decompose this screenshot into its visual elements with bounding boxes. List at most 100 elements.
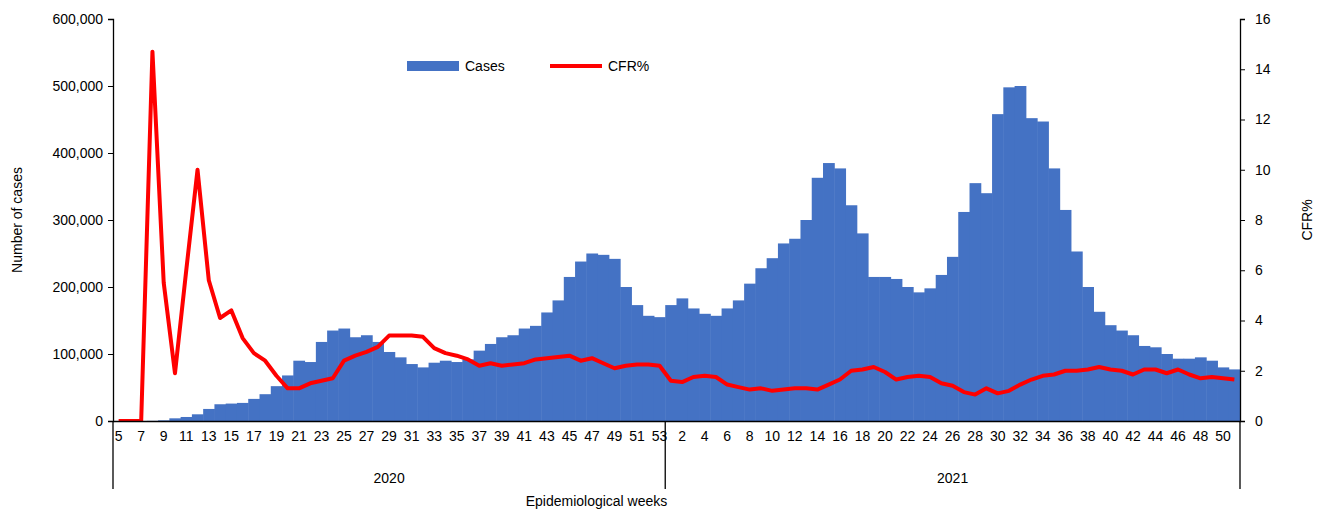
tick-label: 7 [137,428,145,444]
bar [507,335,519,421]
tick-label: 8 [1255,212,1263,228]
tick: 600,000 [52,11,113,27]
tick: 8 [746,428,754,444]
tick-label: 14 [1255,61,1271,77]
y2-axis: 0246810121416 [1240,11,1271,429]
bar [1015,86,1027,421]
bar [710,316,722,421]
tick-label: 4 [1255,312,1263,328]
legend-item: CFR% [550,58,649,74]
tick: 35 [449,428,465,444]
tick-label: 0 [1255,413,1263,429]
tick: 22 [900,428,916,444]
tick-mark [108,421,113,422]
x-axis-title: Epidemiological weeks [526,493,668,509]
tick-label: 38 [1080,428,1096,444]
tick: 5 [115,428,123,444]
tick-label: 2 [678,428,686,444]
tick-label: 41 [517,428,533,444]
tick-mark [108,153,113,154]
tick-mark [1240,19,1245,20]
bar [519,329,531,421]
tick-label: 31 [404,428,420,444]
bar [812,178,824,421]
bar [192,414,204,421]
tick: 500,000 [52,78,113,94]
bar [733,300,745,421]
bar [462,359,474,421]
tick: 15 [224,428,240,444]
tick-label: 51 [629,428,645,444]
tick-label: 400,000 [52,145,103,161]
group-separator [112,421,113,489]
tick-label: 6 [1255,262,1263,278]
tick: 42 [1125,428,1141,444]
bar [237,403,249,421]
tick: 39 [494,428,510,444]
tick: 26 [945,428,961,444]
group-separator [1239,421,1240,489]
bar [1184,359,1196,421]
legend-swatch [550,64,602,68]
tick: 30 [990,428,1006,444]
tick-label: 40 [1103,428,1119,444]
tick: 4 [701,428,709,444]
tick: 47 [584,428,600,444]
bar [485,344,497,421]
tick: 2 [1240,363,1263,379]
tick: 31 [404,428,420,444]
bar [440,361,452,421]
line [119,52,1235,421]
axis-line [108,20,114,422]
bar [902,287,914,421]
tick-label: 34 [1035,428,1051,444]
tick: 25 [336,428,352,444]
tick-label: 20 [877,428,893,444]
tick-label: 16 [1255,11,1271,27]
tick-label: 17 [246,428,262,444]
tick: 38 [1080,428,1096,444]
tick-label: 16 [832,428,848,444]
tick-label: 42 [1125,428,1141,444]
bar [800,220,812,421]
bar [699,314,711,421]
tick-label: 27 [359,428,375,444]
tick-mark [108,220,113,221]
bar [586,254,598,422]
bar [338,329,350,421]
bar [620,287,632,421]
tick: 2 [678,428,686,444]
bar [530,326,542,421]
bar [248,399,260,421]
tick-label: 46 [1170,428,1186,444]
bar [789,239,801,421]
bar [857,233,869,421]
tick: 45 [562,428,578,444]
bar [1161,354,1173,421]
tick-mark [1240,321,1245,322]
tick: 8 [1240,212,1263,228]
tick: 29 [381,428,397,444]
tick-label: 28 [967,428,983,444]
legend-label: CFR% [608,58,649,74]
tick: 23 [314,428,330,444]
tick-mark [1240,421,1245,422]
bar [305,362,317,421]
bar [643,316,655,421]
tick-label: 11 [179,428,194,444]
bar [564,277,576,421]
tick-label: 26 [945,428,961,444]
group-label: 2021 [937,470,968,486]
tick: 14 [810,428,826,444]
tick-label: 45 [562,428,578,444]
bar [665,305,677,421]
tick: 27 [359,428,375,444]
bar [350,337,362,421]
bar [1195,357,1207,421]
tick: 11 [179,428,194,444]
tick-mark [1240,170,1245,171]
tick: 0 [1240,413,1263,429]
tick-label: 44 [1148,428,1164,444]
tick-mark [1240,270,1245,271]
bar [553,300,565,421]
